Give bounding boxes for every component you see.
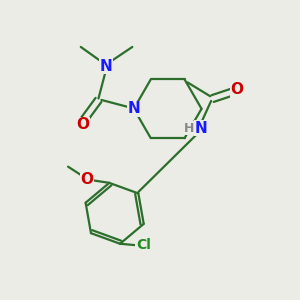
Text: H: H [184,122,194,134]
Text: O: O [81,172,94,188]
Text: O: O [230,82,244,97]
Text: Cl: Cl [136,238,151,252]
Text: O: O [76,118,89,133]
Text: N: N [194,121,207,136]
Text: N: N [128,101,140,116]
Text: N: N [100,58,112,74]
